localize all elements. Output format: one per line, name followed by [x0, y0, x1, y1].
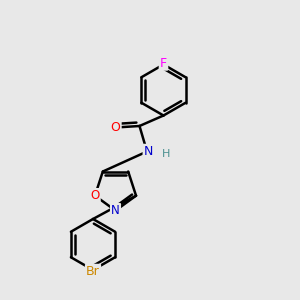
Text: O: O [111, 121, 120, 134]
Text: N: N [111, 204, 120, 217]
Text: F: F [160, 56, 167, 70]
Text: H: H [162, 149, 171, 159]
Text: O: O [90, 189, 100, 202]
Text: Br: Br [86, 265, 100, 278]
Text: N: N [144, 145, 153, 158]
